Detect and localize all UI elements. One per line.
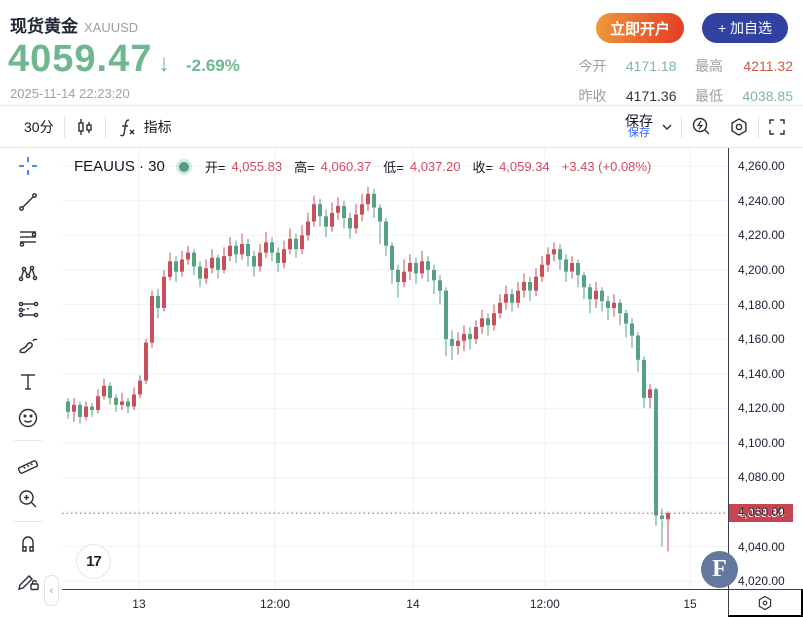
candlestick-chart[interactable] (62, 148, 728, 589)
legend-low: 4,037.20 (409, 159, 461, 174)
quote-timestamp: 2025-11-14 22:23:20 (10, 86, 130, 101)
price-axis-tick: 4,260.00 (738, 159, 785, 174)
tool-crosshair[interactable] (10, 148, 46, 184)
legend-open: 4,055.83 (231, 159, 283, 174)
time-axis-tick: 12:00 (529, 597, 560, 611)
brush-icon (19, 338, 38, 354)
ruler-icon (17, 460, 39, 474)
forecast-icon (18, 301, 39, 318)
xabcd-pattern-icon (18, 265, 38, 282)
stat-prev-close: 昨收 4171.36 (578, 88, 677, 104)
tradingview-logo[interactable]: 17 (76, 544, 111, 579)
price-down-arrow-icon: ↓ (158, 50, 170, 77)
quote-stats: 今开 4171.18 最高 4211.32 昨收 4171.36 最低 4038… (560, 56, 794, 106)
emoji-icon (18, 408, 38, 428)
tool-zoom-in[interactable] (10, 481, 46, 517)
toolbar-divider (758, 115, 759, 138)
legend-symbol[interactable]: FEAUUS · 30 (74, 158, 165, 175)
quick-search-icon (692, 117, 710, 134)
toolbar-divider (104, 115, 106, 138)
tool-text[interactable] (10, 364, 46, 400)
text-icon (21, 374, 35, 390)
toolbar-divider-bottom (0, 147, 803, 148)
time-axis[interactable]: 13 12:00 14 12:00 15 (62, 589, 728, 617)
chart-style-button[interactable] (65, 112, 105, 142)
tool-emoji[interactable] (10, 400, 46, 436)
fullscreen-icon (769, 118, 785, 135)
chart-settings-button[interactable] (720, 112, 758, 142)
price-axis-tick: 4,100.00 (738, 435, 785, 450)
time-axis-tick: 15 (683, 597, 697, 611)
price-axis-tick: 4,120.00 (738, 401, 785, 416)
tool-ruler[interactable] (10, 445, 46, 481)
chart-legend: FEAUUS · 30 开= 4,055.83 高= 4,060.37 低= 4,03… (74, 158, 652, 175)
axis-settings-icon (758, 595, 772, 610)
crosshair-icon (19, 157, 37, 175)
add-watchlist-button[interactable]: + 加自选 (702, 13, 788, 43)
price-axis-tick: 4,180.00 (738, 297, 785, 312)
time-axis-tick: 12:00 (259, 597, 290, 611)
page-title: 现货黄金 XAUUSD (10, 12, 138, 37)
legend-change: +3.43 (+0.08%) (561, 159, 652, 174)
drawing-toolbar (0, 148, 56, 614)
indicators-button[interactable]: 指标 (106, 112, 182, 142)
drawing-toolbar-divider (14, 440, 42, 441)
tool-fib-retracement[interactable] (10, 220, 46, 256)
interval-button[interactable]: 30分 (14, 112, 64, 142)
save-button[interactable]: 保存 保存 (625, 112, 653, 139)
chart-toolbar: 30分 指标 保存 保存 (0, 106, 803, 147)
current-price: 4059.47 (8, 38, 153, 80)
candlestick-icon (77, 118, 92, 135)
current-price-label: 4,059.34 (729, 504, 793, 523)
tool-trend-line[interactable] (10, 184, 46, 220)
status-dot-icon (178, 161, 189, 172)
lock-drawings-icon (18, 575, 39, 591)
tool-brush[interactable] (10, 328, 46, 364)
drawing-toolbar-divider (14, 521, 42, 522)
save-tooltip: 保存 (628, 126, 650, 139)
open-account-button[interactable]: 立即开户 (596, 13, 684, 43)
settings-icon (731, 117, 747, 136)
price-axis-tick: 4,080.00 (738, 470, 785, 485)
price-axis-tick: 4,220.00 (738, 228, 785, 243)
price-change-percent: -2.69% (186, 56, 240, 75)
price-axis-tick: 4,200.00 (738, 262, 785, 277)
price-axis-tick: 4,020.00 (738, 574, 785, 589)
toolbar-divider (63, 115, 65, 138)
tool-xabcd-pattern[interactable] (10, 256, 46, 292)
instrument-symbol: XAUUSD (84, 20, 139, 35)
fullscreen-button[interactable] (759, 113, 795, 141)
zoom-in-icon (19, 490, 37, 508)
time-axis-tick: 14 (406, 597, 420, 611)
stat-low: 最低 4038.85 (695, 88, 793, 104)
stat-high: 最高 4211.32 (695, 58, 793, 74)
time-axis-tick: 13 (132, 597, 146, 611)
magnet-icon (22, 536, 34, 552)
quick-search-button[interactable] (682, 112, 720, 142)
legend-high: 4,060.37 (320, 159, 372, 174)
tool-lock-drawings[interactable] (10, 562, 46, 598)
f-watermark-logo: F (701, 551, 738, 588)
header-divider (0, 105, 803, 106)
fx-icon (119, 118, 135, 136)
price-chart[interactable] (62, 148, 728, 589)
toolbar-divider (681, 115, 682, 138)
price-axis-tick: 4,160.00 (738, 332, 785, 347)
instrument-name: 现货黄金 (10, 17, 78, 36)
chevron-down-icon (662, 124, 672, 130)
price-axis-tick: 4,060.00 (738, 505, 785, 520)
price-axis-tick: 4,240.00 (738, 193, 785, 208)
fib-retracement-icon (19, 231, 37, 247)
price-axis[interactable]: 4,059.34 4,260.00 4,240.00 4,220.00 4,200.0… (728, 148, 803, 589)
legend-close: 4,059.34 (499, 159, 550, 174)
tool-forecast[interactable] (10, 292, 46, 328)
stat-open: 今开 4171.18 (578, 58, 677, 74)
collapse-panel-handle[interactable]: ‹ (44, 575, 59, 606)
price-axis-tick: 4,140.00 (738, 366, 785, 381)
price-axis-tick: 4,040.00 (738, 539, 785, 554)
trend-line-icon (19, 193, 37, 211)
save-menu-chevron[interactable] (653, 119, 681, 135)
tool-magnet[interactable] (10, 526, 46, 562)
price-scale-settings-button[interactable] (728, 589, 803, 617)
